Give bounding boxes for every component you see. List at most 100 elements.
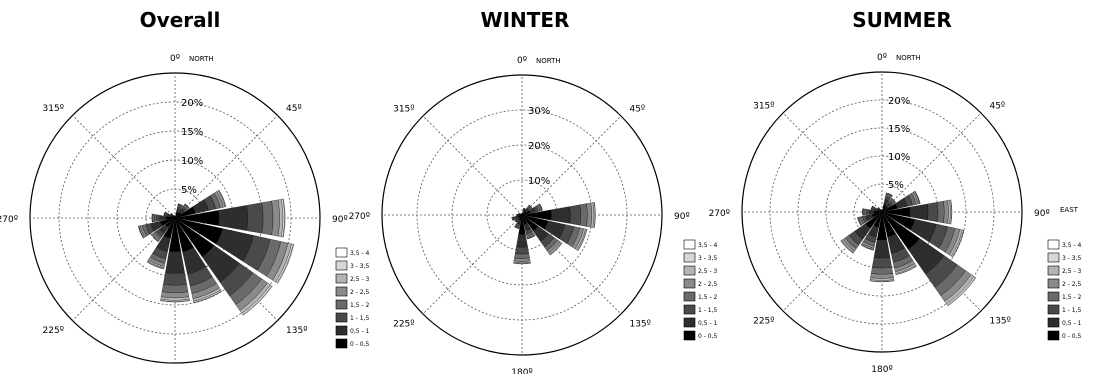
sector-22.5-class-7: [177, 203, 183, 207]
sector-292.5-class-7: [163, 211, 166, 216]
sector-180-class-2: [163, 272, 187, 286]
sector-225-class-7: [514, 219, 518, 223]
legend-swatch: [335, 299, 348, 310]
legend-swatch: [683, 291, 696, 302]
direction-label: 225º: [43, 326, 64, 336]
legend-label: 2,5 - 3: [350, 276, 370, 283]
sector-45-class-7: [528, 204, 533, 209]
sector-90-class-2: [569, 204, 581, 226]
grid-spoke: [881, 112, 982, 213]
sector-270-class-2: [156, 214, 161, 222]
sector-270-class-1: [159, 215, 167, 221]
sector-180-class-2: [872, 257, 892, 269]
sector-45-class-7: [891, 198, 896, 203]
sector-180-class-7: [160, 300, 190, 303]
legend-swatch: [683, 252, 696, 263]
sector-45-class-7: [184, 203, 190, 209]
sector-180-class-3: [514, 253, 530, 259]
ring-label: 15%: [181, 127, 203, 138]
legend-swatch: [683, 317, 696, 328]
legend-label: 0,5 - 1: [1062, 320, 1082, 327]
legend-label: 1 - 1,5: [350, 315, 370, 322]
ring-label: 5%: [181, 185, 197, 196]
sector-225-class-7: [151, 234, 159, 242]
sector-315-class-7: [170, 213, 172, 215]
sector-90-class-7: [282, 198, 286, 238]
ring-label: 5%: [888, 180, 904, 191]
legend-label: 2,5 - 3: [698, 268, 718, 275]
sector-225-class-7: [840, 240, 854, 254]
sector-157.5-class-7: [193, 290, 222, 304]
sector-270-class-2: [866, 209, 870, 215]
sector-90-class-3: [579, 203, 588, 227]
sector-270-class-1: [868, 209, 875, 215]
grid-spoke: [422, 214, 523, 315]
legend-swatch: [683, 304, 696, 315]
direction-label: 0º: [517, 56, 527, 66]
direction-label: 315º: [43, 104, 64, 114]
legend-swatch: [1047, 291, 1060, 302]
sector-90-class-3: [936, 201, 945, 223]
sector-247.5-class-7: [511, 217, 514, 221]
legend-label: 2 - 2,5: [698, 281, 718, 288]
sector-180-class-7: [869, 280, 895, 283]
north-word: NORTH: [896, 54, 921, 62]
legend-swatch: [683, 239, 696, 250]
ring-label: 15%: [888, 124, 910, 135]
legend-label: 2 - 2,5: [350, 289, 370, 296]
sector-67.5-class-7: [914, 190, 921, 204]
direction-label: 0º: [170, 54, 180, 64]
grid-spoke: [782, 211, 883, 312]
sector-202.5-class-7: [146, 261, 164, 270]
direction-label: 45º: [286, 104, 302, 114]
legend-label: 1 - 1,5: [1062, 307, 1082, 314]
direction-label: 135º: [629, 319, 650, 329]
sector-180-class-3: [161, 284, 189, 293]
sector-67.5-class-7: [539, 203, 543, 211]
legend-label: 3 - 3,5: [1062, 255, 1082, 262]
direction-label: 180º: [871, 365, 892, 374]
legend-label: 0 - 0,5: [1062, 333, 1082, 340]
sector-202.5-class-7: [860, 244, 874, 251]
sector-135-class-7: [947, 277, 977, 307]
legend-label: 0 - 0,5: [698, 333, 718, 340]
outer-circle: [741, 71, 1023, 353]
sector-112.5-class-7: [577, 229, 588, 251]
legend-label: 1,5 - 2: [1062, 294, 1082, 301]
east-word: EAST: [1060, 206, 1079, 214]
legend-swatch: [1047, 239, 1060, 250]
legend-swatch: [335, 247, 348, 258]
direction-label: 0º: [877, 53, 887, 63]
sector-112.5-class-7: [952, 229, 965, 258]
chart-title: SUMMER: [852, 8, 952, 32]
sector-90-class-1: [218, 205, 248, 231]
direction-label: 135º: [989, 316, 1010, 326]
direction-label: 45º: [989, 102, 1005, 112]
ring-label: 20%: [528, 141, 550, 152]
sector-180-class-1: [873, 239, 891, 259]
outer-circle: [381, 74, 663, 356]
legend-swatch: [1047, 252, 1060, 263]
grid-spoke: [422, 115, 523, 216]
legend-swatch: [1047, 330, 1060, 341]
sector-202.5-class-7: [514, 226, 520, 229]
legend-label: 0,5 - 1: [698, 320, 718, 327]
legend-swatch: [335, 286, 348, 297]
legend-label: 3,5 - 4: [1062, 242, 1082, 249]
legend-swatch: [1047, 278, 1060, 289]
direction-label: 90º: [1034, 209, 1050, 219]
legend-label: 3,5 - 4: [698, 242, 718, 249]
direction-label: 225º: [753, 316, 774, 326]
sector-112.5-class-7: [277, 244, 295, 284]
sector-90-class-1: [909, 203, 929, 221]
sector-157.5-class-7: [895, 265, 917, 276]
chart-title: Overall: [140, 8, 221, 32]
chart-title: WINTER: [481, 8, 570, 32]
legend: 3,5 - 4 3 - 3,5 2,5 - 3 2 - 2,5 1,5 - 2 1 - 1…: [683, 239, 718, 341]
sector-67.5-class-7: [218, 189, 227, 207]
sector-90-class-2: [927, 202, 939, 222]
sector-180-class-2: [515, 246, 529, 255]
legend-label: 2 - 2,5: [1062, 281, 1082, 288]
direction-label: 270º: [0, 215, 18, 225]
